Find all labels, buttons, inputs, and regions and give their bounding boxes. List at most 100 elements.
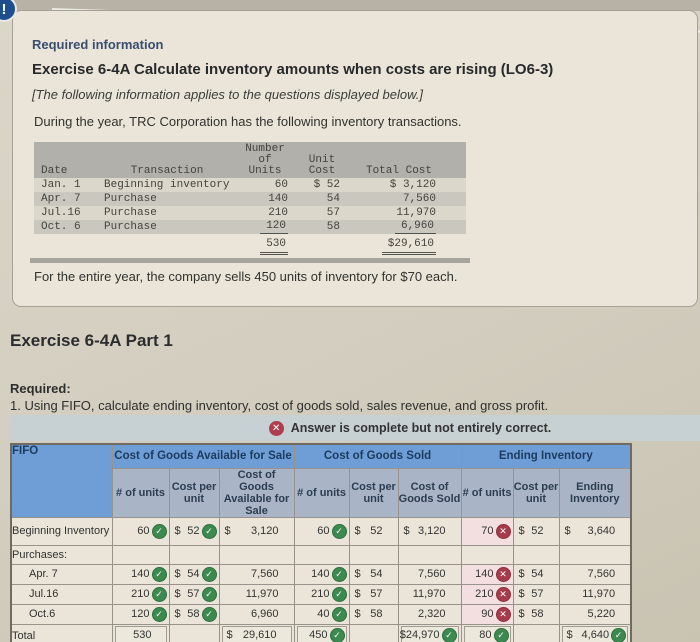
- dollar-sign: $: [566, 629, 573, 641]
- cell-value: 210: [311, 588, 330, 600]
- dollar-sign: $: [518, 588, 525, 600]
- fifo-cell: [111, 544, 170, 565]
- badge-spacer: [446, 614, 459, 615]
- fifo-cell: [512, 623, 560, 642]
- fifo-cell[interactable]: $4,640 ✓: [558, 623, 632, 642]
- inventory-cell: Purchase: [92, 206, 242, 220]
- inventory-cell: 60: [242, 178, 304, 192]
- inventory-transactions-table: Date Transaction Number of Units Unit Co…: [30, 142, 470, 263]
- total-input-box: 450 ✓: [296, 625, 347, 642]
- fifo-cell: 7,560: [218, 563, 295, 585]
- badge-spacer: [615, 531, 628, 532]
- fifo-subheader: Ending Inventory: [558, 467, 632, 518]
- cell-value: 80: [479, 629, 492, 641]
- inventory-cell: 120: [242, 220, 304, 234]
- check-icon: ✓: [331, 586, 347, 602]
- fifo-cell: $57: [512, 583, 560, 605]
- inventory-cell: Jan. 1: [34, 178, 92, 192]
- fifo-subheader: # of units: [460, 467, 514, 518]
- cell-value: 120: [131, 608, 150, 620]
- fifo-cell[interactable]: 530: [111, 623, 170, 642]
- fifo-cell: 40 ✓: [293, 603, 350, 625]
- check-icon: ✓: [493, 627, 509, 642]
- answer-status-banner: ✕ Answer is complete but not entirely co…: [10, 415, 700, 441]
- fifo-subheader: Cost per unit: [348, 467, 399, 518]
- check-icon: ✓: [441, 627, 457, 642]
- fifo-cell: 11,970: [558, 583, 632, 605]
- fifo-cell: [293, 544, 350, 565]
- check-icon: ✓: [151, 606, 167, 622]
- fifo-row-label: Purchases:: [10, 544, 113, 565]
- inventory-cell: 210: [242, 206, 304, 220]
- fifo-cell: 140 ✓: [111, 563, 170, 585]
- cell-value: 6,960: [251, 608, 279, 620]
- fifo-cell: $3,640: [558, 516, 632, 546]
- fifo-cell[interactable]: $24,970 ✓: [397, 623, 462, 642]
- fifo-row: Oct.6 120 ✓ $58 ✓ 6,960 40 ✓ $58 2,320 90 ✕ $58 5,220: [10, 603, 632, 625]
- col-header-total-cost: Total Cost: [362, 142, 466, 178]
- fifo-corner-label: FIFO: [10, 443, 113, 518]
- cell-value: 54: [187, 568, 200, 580]
- fifo-cell: $57: [348, 583, 399, 605]
- cell-value: 210: [475, 588, 494, 600]
- required-information-card: Required information Exercise 6-4A Calcu…: [12, 10, 698, 307]
- fifo-cell: [558, 544, 632, 565]
- fifo-cell: $52: [348, 516, 399, 546]
- cell-value: 3,120: [251, 525, 279, 537]
- cell-value: 57: [370, 588, 383, 600]
- fifo-cell: 210 ✓: [111, 583, 170, 605]
- badge-spacer: [279, 614, 292, 615]
- inventory-cell: Beginning inventory: [92, 178, 242, 192]
- cell-value: 58: [531, 608, 544, 620]
- badge-spacer: [615, 574, 628, 575]
- cell-value: 60: [137, 525, 150, 537]
- fifo-cell: 7,560: [397, 563, 462, 585]
- fifo-cell: 70 ✕: [460, 516, 514, 546]
- fifo-cell: 210 ✕: [460, 583, 514, 605]
- fifo-cell: 6,960: [218, 603, 295, 625]
- fifo-row-label: Beginning Inventory: [10, 516, 113, 546]
- check-icon: ✓: [151, 566, 167, 582]
- badge-spacer: [544, 614, 557, 615]
- fifo-worksheet-table: FIFO Cost of Goods Available for Sale Co…: [10, 443, 633, 642]
- inventory-cell: 7,560: [362, 192, 466, 206]
- cell-value: 70: [481, 525, 494, 537]
- cell-value: 450: [309, 629, 328, 641]
- fifo-cell: [512, 544, 560, 565]
- dollar-sign: $: [174, 608, 181, 620]
- col-header-units: Number of Units: [242, 142, 304, 178]
- dollar-sign: $: [354, 568, 361, 580]
- fifo-cell: $52 ✓: [168, 516, 220, 546]
- fifo-cell[interactable]: $29,610: [218, 623, 295, 642]
- fifo-subheader: Cost of Goods Sold: [397, 467, 462, 518]
- check-icon: ✓: [329, 627, 345, 642]
- fifo-cell: $54: [512, 563, 560, 585]
- inventory-total-cell: [92, 234, 242, 255]
- fifo-group-header-row: FIFO Cost of Goods Available for Sale Co…: [10, 443, 632, 518]
- fifo-cell[interactable]: 450 ✓: [293, 623, 350, 642]
- fifo-cell: $58: [512, 603, 560, 625]
- inventory-row: Jan. 1 Beginning inventory 60 $ 52 $ 3,120: [34, 178, 466, 192]
- cell-value: 24,970: [405, 629, 440, 641]
- fifo-cell[interactable]: 80 ✓: [460, 623, 514, 642]
- inventory-row: Apr. 7 Purchase 140 54 7,560: [34, 192, 466, 206]
- cell-value: 60: [317, 525, 330, 537]
- fifo-cell: 11,970: [218, 583, 295, 605]
- part-number-badge: !: [0, 0, 17, 22]
- total-input-box: $29,610: [221, 625, 292, 642]
- fifo-cell: $57 ✓: [168, 583, 220, 605]
- requirement-1: 1. Using FIFO, calculate ending inventor…: [10, 398, 549, 413]
- check-icon: ✓: [201, 566, 217, 582]
- fifo-cell: 60 ✓: [293, 516, 350, 546]
- dollar-sign: $: [354, 525, 361, 537]
- fifo-cell: 120 ✓: [111, 603, 170, 625]
- dollar-sign: $: [518, 568, 525, 580]
- badge-spacer: [544, 531, 557, 532]
- fifo-subheader: Cost of Goods Available for Sale: [218, 467, 295, 518]
- fifo-cell: $52: [512, 516, 560, 546]
- cell-value: 3,640: [587, 525, 616, 537]
- fifo-row-label: Total: [10, 623, 113, 642]
- fifo-cell: 2,320: [397, 603, 462, 625]
- inventory-cell: $ 52: [304, 178, 362, 192]
